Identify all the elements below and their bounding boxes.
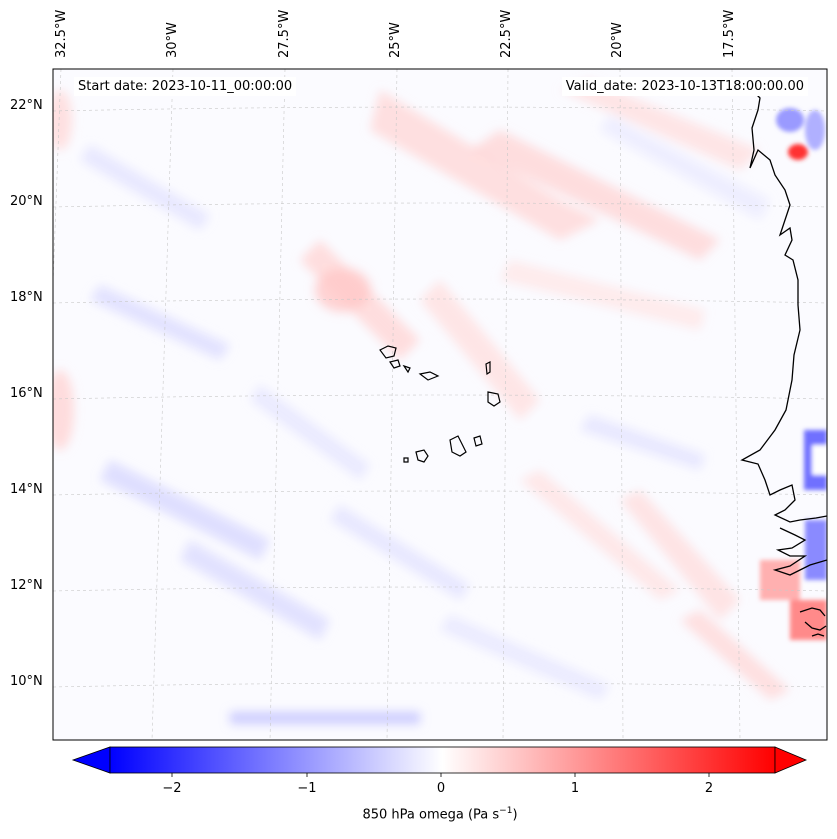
colorbar-bar [109,746,776,774]
lon-label: 17.5°W [722,9,737,58]
colorbar-label-close: ) [512,807,518,823]
colorbar-tick-label: 0 [436,781,446,796]
lat-label: 16°N [10,386,43,401]
colorbar-extend-low [71,746,111,774]
lat-label: 14°N [10,482,43,497]
lat-label: 20°N [10,194,43,209]
lon-label: 25°W [388,22,403,58]
omega-field [53,80,790,724]
lon-label: 27.5°W [277,9,292,58]
lat-label: 22°N [10,98,43,113]
lon-label: 30°W [165,22,180,58]
colorbar-tick-label: 2 [704,781,714,796]
lon-label: 22.5°W [499,9,514,58]
map-panel [53,69,827,740]
colorbar-tick-label: 1 [570,781,580,796]
valid-date-label: Valid_date: 2023-10-13T18:00:00.00 [561,77,808,96]
lat-label: 12°N [10,578,43,593]
colorbar-extend-high [774,746,808,774]
lat-label: 18°N [10,290,43,305]
coastal-omega-signal [760,108,827,640]
colorbar-label-exponent: −1 [499,806,513,816]
colorbar-tick-label: −1 [297,781,317,796]
colorbar [71,746,808,777]
cabo-verde-islands [379,345,501,463]
colorbar-tick-label: −2 [162,781,182,796]
africa-coastline [740,89,827,637]
colorbar-label: 850 hPa omega (Pa s−1) [0,806,837,822]
colorbar-label-text: 850 hPa omega (Pa s [362,807,500,823]
start-date-label: Start date: 2023-10-11_00:00:00 [74,77,297,96]
map-frame [52,68,828,741]
lon-label: 20°W [610,22,625,58]
lat-label: 10°N [10,674,43,689]
graticule [53,69,827,740]
lon-label: 32.5°W [54,9,69,58]
